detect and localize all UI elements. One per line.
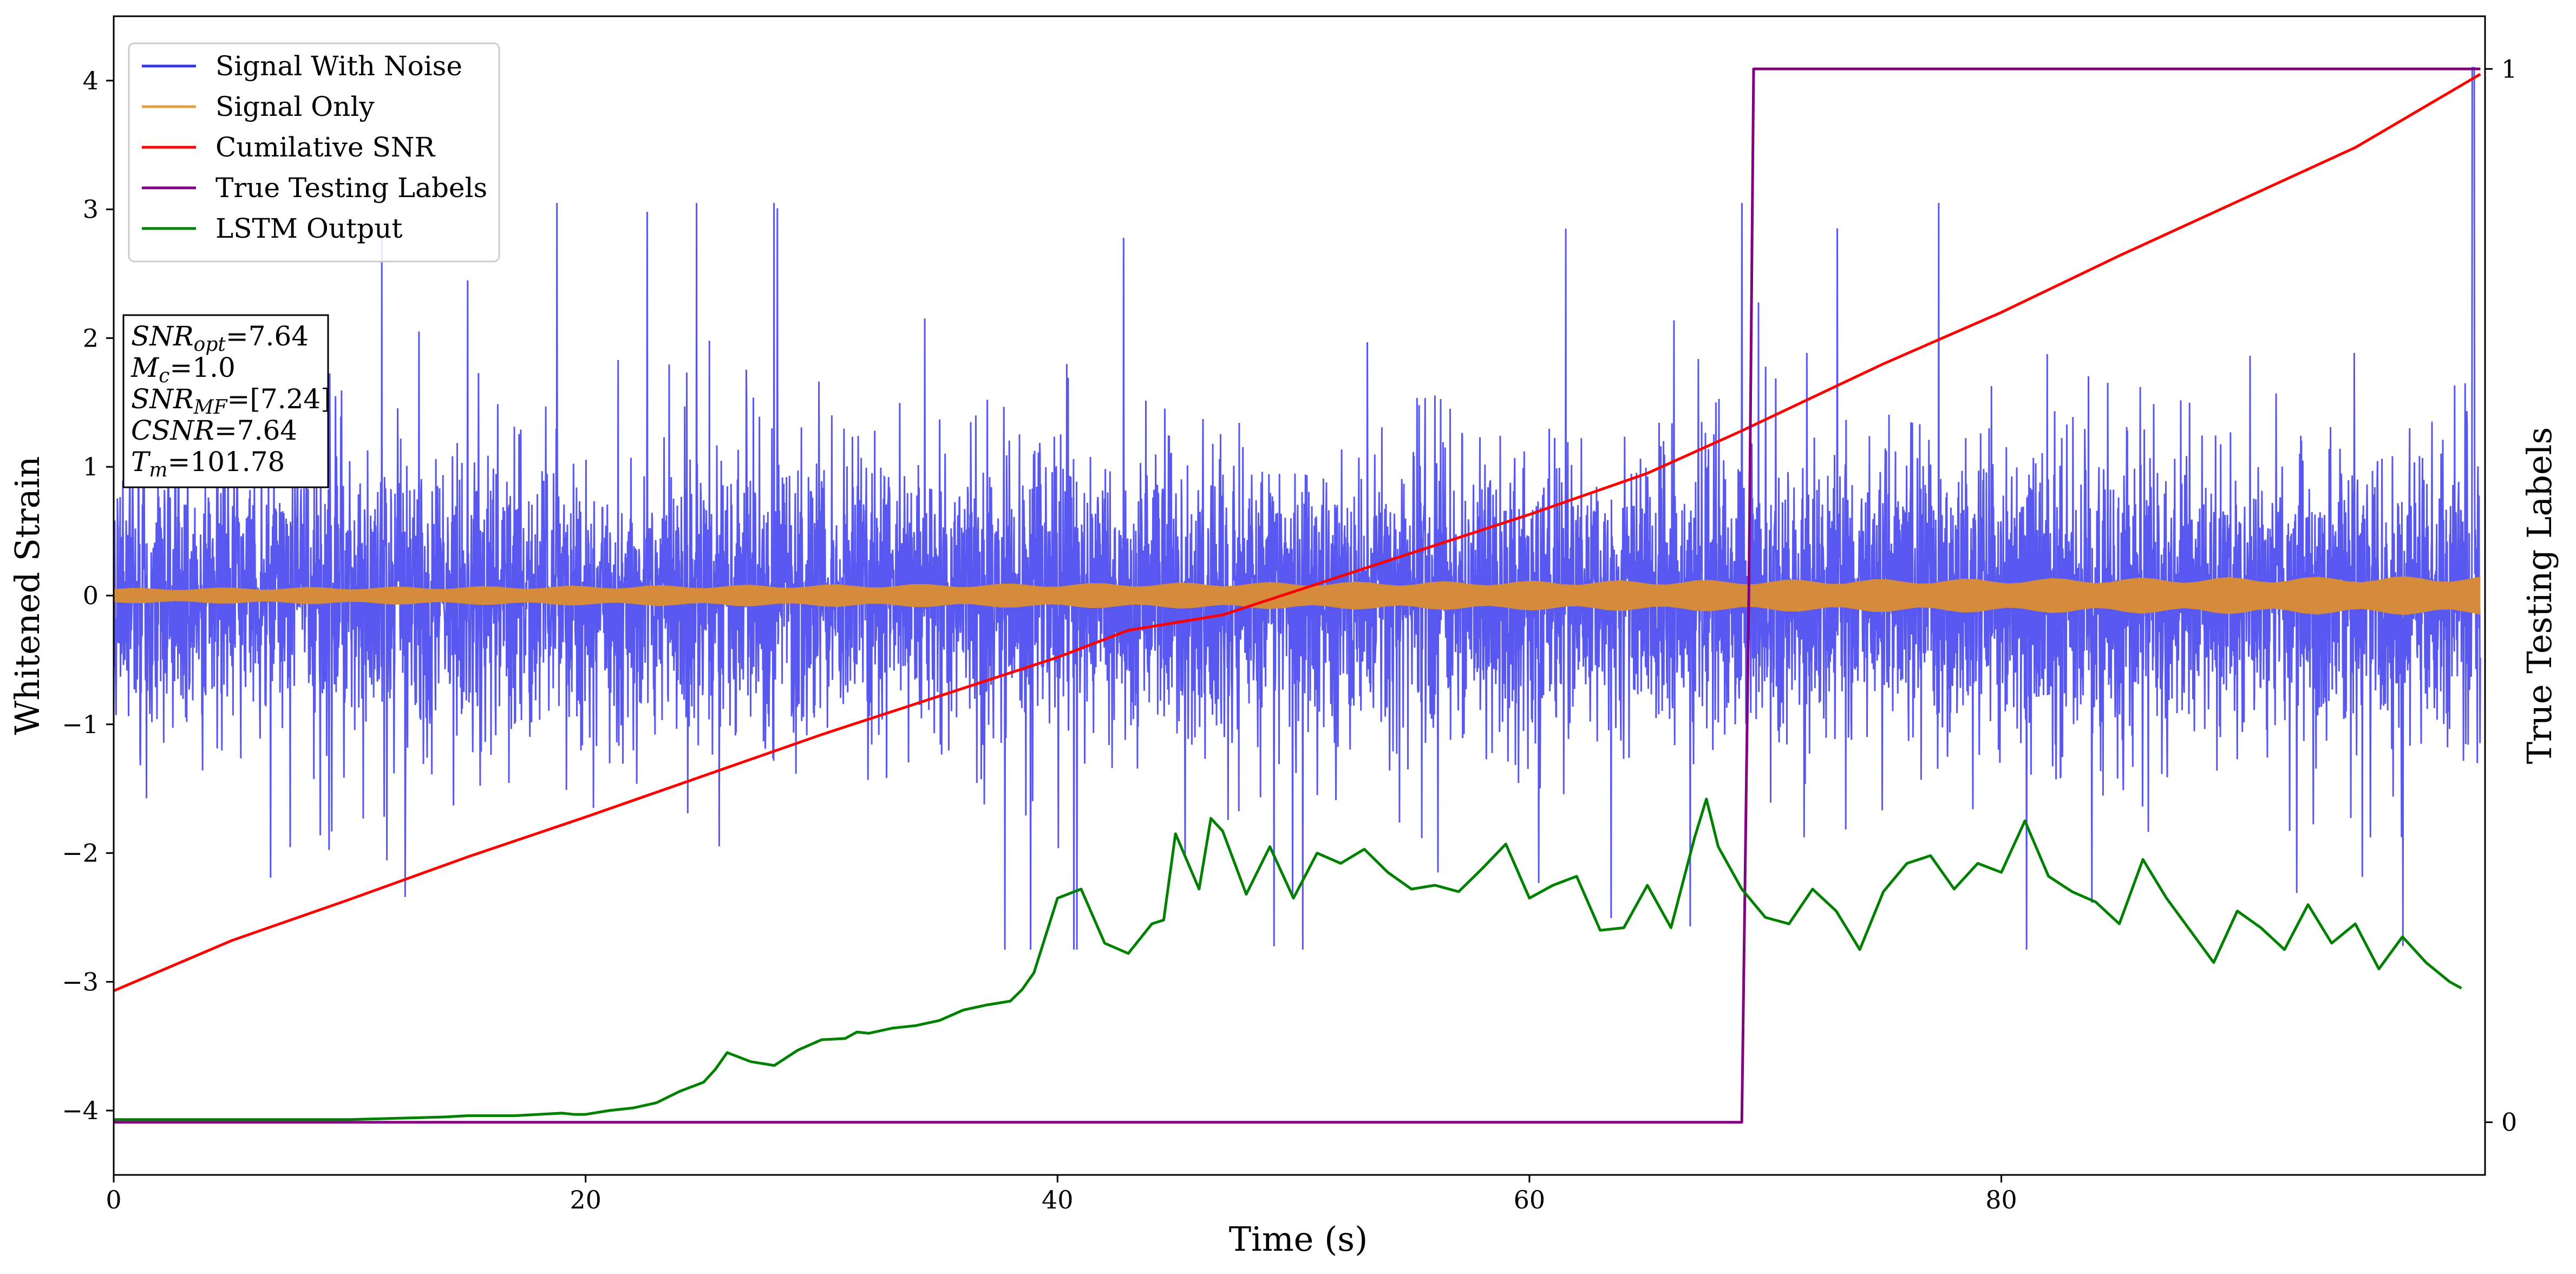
legend-label-3: True Testing Labels [215, 172, 487, 204]
series-layer [114, 67, 2481, 1124]
y-tick-label: 0 [83, 581, 99, 610]
annotation-line-4: Tm=101.78 [131, 446, 285, 481]
y-tick-label: 4 [83, 66, 99, 95]
y-tick-label: −4 [62, 1096, 99, 1125]
annotation-symbol: SNR [131, 321, 194, 352]
legend: Signal With Noise Signal Only Cumilative S… [128, 42, 500, 263]
annotation-symbol: SNR [131, 383, 194, 415]
annotation-value: =7.64 [214, 415, 297, 446]
y-tick-label: 2 [83, 323, 99, 352]
annotation-frame [122, 314, 329, 488]
annotation-symbol: M [130, 352, 160, 383]
y-tick-label: −3 [62, 967, 99, 996]
legend-label-2: Cumilative SNR [215, 132, 435, 163]
series-line-2 [114, 73, 2481, 992]
annotation-box: SNRopt=7.64Mc=1.0SNRMF=[7.24]CSNR=7.64Tm… [122, 314, 331, 488]
annotation-line-0: SNRopt=7.64 [131, 321, 309, 356]
x-axis-ticks: 0 20 40 60 80 [106, 1175, 2017, 1214]
x-tick-label: 0 [106, 1185, 121, 1214]
y-tick-label: −2 [62, 839, 99, 868]
annotation-subscript: MF [193, 396, 228, 419]
y2-axis-ticks: 01 [2485, 54, 2517, 1137]
annotation-symbol: CSNR [131, 415, 214, 446]
y-tick-label: 3 [83, 195, 99, 224]
annotation-line-1: Mc=1.0 [130, 352, 236, 387]
x-tick-label: 40 [1042, 1185, 1074, 1214]
x-tick-label: 60 [1514, 1185, 1546, 1214]
annotation-subscript: m [149, 459, 167, 481]
annotation-subscript: c [159, 365, 169, 387]
x-tick-label: 20 [570, 1185, 601, 1214]
legend-box [128, 42, 500, 263]
series-band-1 [114, 576, 2481, 615]
y-axis-title: Whitened Strain [8, 456, 47, 735]
annotation-value: =101.78 [168, 446, 285, 478]
annotation-value: =[7.24] [227, 383, 331, 415]
y-tick-label: 1 [83, 452, 99, 481]
x-tick-label: 80 [1985, 1185, 2017, 1214]
x-axis-title: Time (s) [1229, 1219, 1368, 1259]
y-axis-ticks: −4 −3 −2 −1 0 1 2 3 4 [62, 66, 114, 1125]
series-line-3 [114, 67, 2481, 1124]
legend-label-1: Signal Only [215, 91, 375, 122]
series-line-0 [114, 67, 2481, 950]
annotation-symbol: T [131, 446, 151, 478]
y-tick-label: −1 [62, 710, 99, 739]
annotation-subscript: opt [194, 334, 226, 356]
legend-label-4: LSTM Output [215, 213, 402, 244]
legend-label-0: Signal With Noise [215, 50, 462, 82]
y2-tick-label: 1 [2501, 54, 2517, 83]
annotation-value: =1.0 [169, 352, 235, 383]
y2-axis-title: True Testing Labels [2520, 427, 2559, 765]
series-line-4 [114, 798, 2462, 1121]
annotation-value: =7.64 [226, 321, 309, 352]
annotation-line-2: SNRMF=[7.24] [131, 383, 331, 419]
y2-tick-label: 0 [2501, 1108, 2517, 1137]
annotation-line-3: CSNR=7.64 [131, 415, 297, 446]
